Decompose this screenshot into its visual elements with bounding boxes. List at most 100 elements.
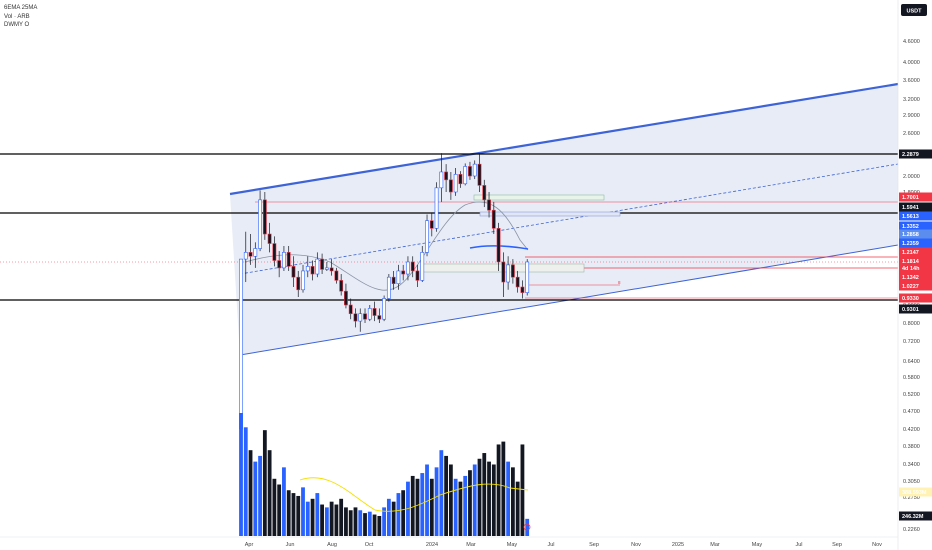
legend-line-2[interactable]: Vol · ARB (4, 13, 30, 20)
volume-bar (382, 507, 386, 536)
volume-bar (324, 507, 329, 536)
price-tick-label: 0.3400 (903, 462, 920, 468)
volume-bar (429, 478, 434, 536)
candle-body (468, 166, 472, 177)
candle-body (391, 276, 396, 284)
volume-bar (491, 464, 496, 536)
candle-body (267, 233, 272, 244)
volume-bar (258, 455, 262, 536)
candle-body (444, 171, 449, 181)
candle-body (515, 276, 520, 288)
price-tag (899, 202, 932, 212)
candle-body (501, 261, 506, 283)
price-tick-label: 0.4700 (903, 409, 920, 415)
volume-bar (329, 501, 334, 536)
candle-body (282, 252, 286, 269)
candle-body (291, 266, 296, 278)
price-tag-label: 1.1342 (902, 275, 919, 281)
price-tick-label: 0.2260 (903, 527, 920, 533)
candle-body (344, 290, 348, 306)
candle-body (472, 163, 477, 177)
volume-bar (262, 430, 267, 536)
currency-button[interactable]: USDT (901, 4, 927, 16)
price-tag-label: 0.9301 (902, 307, 919, 313)
price-tag (899, 221, 932, 231)
price-tick-label: 2.0000 (903, 174, 920, 180)
candle-body (487, 199, 491, 211)
volume-bar (410, 475, 415, 536)
price-tag-label: 1.7001 (902, 195, 919, 201)
candle-body (448, 179, 453, 193)
price-tag-label: 388.593M (902, 490, 927, 496)
price-tag-label: 1.2858 (902, 232, 919, 238)
candle-body (367, 308, 372, 320)
volume-bar (515, 481, 520, 536)
price-tag (899, 247, 932, 257)
price-tag (899, 238, 932, 248)
price-tag-label: 2.2879 (902, 152, 919, 158)
price-tag-label: 1.5613 (902, 214, 919, 220)
volume-bar (363, 513, 367, 536)
volume-bar (282, 467, 286, 536)
candle-body (406, 261, 410, 275)
volume-bar (286, 490, 291, 536)
legend-line-3[interactable]: DWMY O (4, 22, 30, 28)
price-tick-label: 0.7200 (903, 339, 920, 345)
price-tag (899, 487, 932, 497)
candle-body (415, 270, 420, 281)
candle-body (301, 270, 305, 291)
candle-body (262, 199, 267, 235)
price-tag (899, 304, 932, 314)
volume-bar (272, 478, 277, 536)
candle-body (334, 270, 339, 281)
legend-line-1[interactable]: 6EMA 25MA (4, 5, 38, 11)
volume-bar (320, 504, 324, 536)
price-tick-label: 4.0000 (903, 60, 920, 66)
price-tick-label: 3.2000 (903, 97, 920, 103)
volume-bar (506, 461, 511, 536)
volume-bar (315, 493, 320, 536)
price-tick-label: 0.5200 (903, 392, 920, 398)
candle-body (315, 258, 320, 275)
channel-upper-line (229, 82, 899, 196)
volume-bar (525, 518, 530, 536)
candle-body (324, 267, 329, 270)
volume-bar (353, 507, 358, 536)
candle-body (458, 174, 463, 185)
volume-bar (472, 464, 477, 536)
volume-bar (339, 498, 344, 536)
time-tick-label: Mar (710, 542, 720, 548)
currency-label: USDT (907, 9, 923, 15)
price-tag-label: 1.3352 (902, 224, 919, 230)
candle-body (520, 286, 525, 293)
candle-body (320, 258, 324, 270)
price-tag-label: 1.1814 (902, 259, 920, 265)
volume-bar (372, 514, 377, 536)
price-tag (899, 256, 932, 266)
time-tick-label: Aug (327, 542, 337, 548)
price-tag-label: 4d 14h (902, 266, 920, 272)
time-tick-label: Jul (795, 542, 802, 548)
candle-body (253, 248, 258, 257)
chart-legend: 6EMA 25MA Vol · ARB DWMY O (4, 4, 37, 30)
volume-bar (458, 481, 463, 536)
time-axis[interactable]: Apr Jun Aug Oct 2024 Mar May Jul Sep Nov 2025 Mar Ma… (245, 542, 882, 548)
candle-body (372, 308, 377, 316)
volume-bar (453, 478, 458, 536)
candle-body (491, 209, 496, 229)
price-tag (899, 229, 932, 239)
volume-bar (248, 450, 253, 536)
price-tag (899, 272, 932, 282)
time-tick-label: Sep (832, 542, 842, 548)
volume-bar (334, 504, 339, 536)
price-tag-label: 1.2147 (902, 250, 919, 256)
price-tick-label: 4.6000 (903, 39, 920, 45)
time-tick-label: Jul (547, 542, 554, 548)
price-tick-label: 0.3050 (903, 479, 920, 485)
volume-bar (401, 490, 406, 536)
volume-bar (415, 478, 420, 536)
volume-bar (301, 487, 305, 536)
scroll-to-latest-icon[interactable] (523, 523, 531, 531)
volume-bar (367, 511, 372, 536)
